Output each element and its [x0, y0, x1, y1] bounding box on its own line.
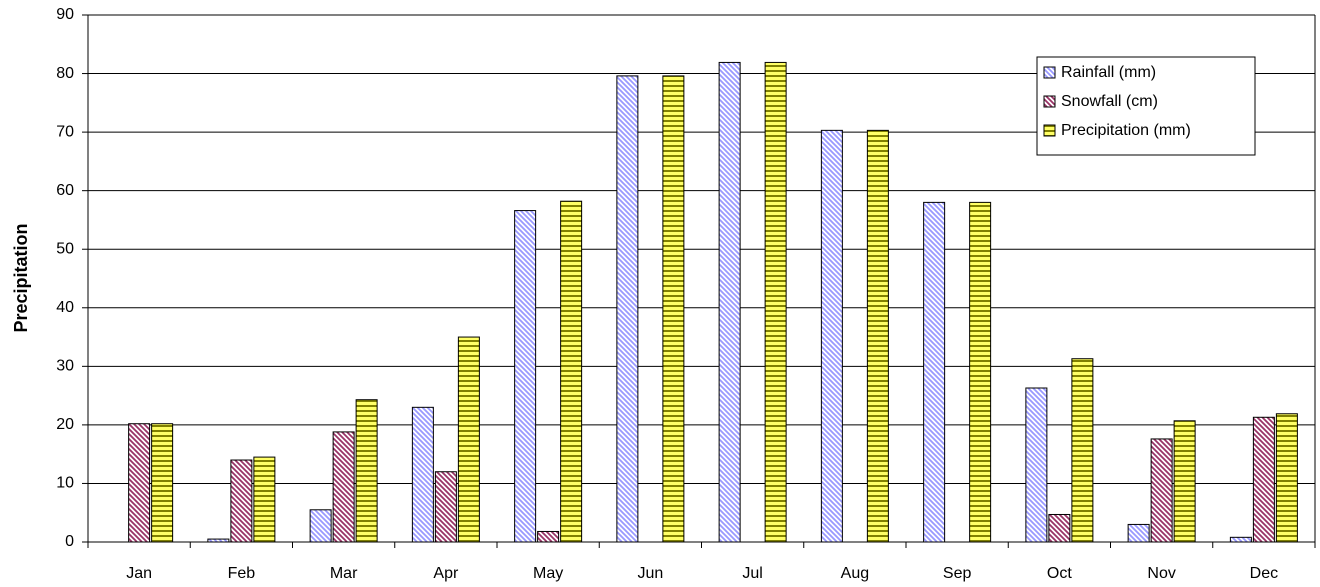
- bar: [411, 406, 434, 543]
- bar: [1252, 416, 1275, 543]
- bar: [332, 431, 355, 543]
- x-tick-label: Aug: [841, 565, 869, 582]
- x-tick-label: Mar: [330, 565, 358, 582]
- y-tick-label: 80: [56, 65, 74, 82]
- x-tick-label: Feb: [228, 565, 256, 582]
- y-tick-label: 60: [56, 182, 74, 199]
- bar: [662, 75, 685, 543]
- bar: [1127, 523, 1150, 543]
- y-tick-label: 50: [56, 240, 74, 257]
- x-tick-label: Apr: [433, 565, 459, 582]
- bar: [1150, 438, 1173, 543]
- y-tick-label: 70: [56, 123, 74, 140]
- bar: [514, 210, 537, 543]
- y-tick-label: 0: [65, 533, 74, 550]
- legend-swatch: [1043, 124, 1056, 137]
- x-tick-label: Oct: [1047, 565, 1072, 582]
- y-tick-label: 40: [56, 299, 74, 316]
- bar: [537, 530, 560, 543]
- bar: [616, 75, 639, 543]
- bar: [253, 456, 276, 543]
- bar: [309, 509, 332, 543]
- y-tick-label: 90: [56, 6, 74, 23]
- bar: [1173, 420, 1196, 543]
- x-tick-label: May: [533, 565, 563, 582]
- bar: [1275, 413, 1298, 543]
- x-tick-label: Nov: [1147, 565, 1175, 582]
- x-tick-label: Jan: [126, 565, 152, 582]
- bar: [355, 399, 378, 543]
- bar: [128, 423, 151, 543]
- bar: [434, 471, 457, 543]
- x-tick-label: Dec: [1250, 565, 1278, 582]
- bar: [1048, 513, 1071, 543]
- legend-swatch: [1043, 95, 1056, 108]
- legend-box: [1036, 56, 1256, 156]
- bar: [457, 336, 480, 543]
- x-tick-label: Jun: [637, 565, 663, 582]
- bar: [230, 459, 253, 543]
- legend-label: Rainfall (mm): [1061, 64, 1156, 81]
- legend-label: Precipitation (mm): [1061, 122, 1191, 139]
- bar: [820, 129, 843, 543]
- bar: [923, 201, 946, 543]
- x-tick-label: Sep: [943, 565, 972, 582]
- y-axis-label: Precipitation: [11, 223, 31, 332]
- bar: [718, 61, 741, 543]
- bar: [866, 129, 889, 543]
- legend-label: Snowfall (cm): [1061, 93, 1158, 110]
- bar: [1071, 358, 1094, 543]
- bar: [560, 200, 583, 543]
- y-tick-label: 30: [56, 358, 74, 375]
- y-tick-label: 20: [56, 416, 74, 433]
- bar: [969, 201, 992, 543]
- bar: [151, 423, 174, 543]
- x-tick-label: Jul: [742, 565, 762, 582]
- bar: [764, 61, 787, 543]
- legend-swatch: [1043, 66, 1056, 79]
- bar: [1025, 387, 1048, 543]
- bar: [1229, 536, 1252, 543]
- y-tick-label: 10: [56, 475, 74, 492]
